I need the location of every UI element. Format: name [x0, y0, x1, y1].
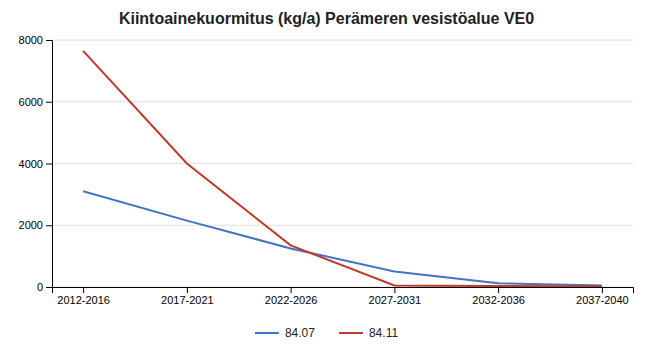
y-tick-mark [46, 287, 52, 288]
x-tick-mark [602, 287, 603, 293]
legend-swatch [255, 332, 279, 334]
x-tick-label: 2027-2031 [369, 294, 422, 306]
y-axis-line [46, 41, 53, 288]
y-tick: 0 [37, 281, 52, 293]
y-tick: 6000 [19, 96, 52, 108]
series-line [83, 51, 602, 287]
x-tick: 2012-2016 [57, 287, 110, 306]
x-tick-mark [187, 287, 188, 293]
legend-label: 84.07 [285, 326, 315, 340]
chart-svg: Kiintoainekuormitus (kg/a) Perämeren ves… [0, 0, 653, 355]
y-tick-label: 8000 [19, 34, 43, 46]
legend: 84.07 84.11 [255, 326, 398, 340]
x-tick-label: 2032-2036 [472, 294, 525, 306]
y-tick: 8000 [19, 34, 52, 46]
grid-line [52, 101, 633, 102]
series-group [83, 51, 602, 287]
y-tick-label: 6000 [19, 96, 43, 108]
y-tick: 4000 [19, 158, 52, 170]
x-axis-line [53, 288, 634, 294]
x-tick: 2022-2026 [265, 287, 318, 306]
x-tick-label: 2037-2040 [576, 294, 629, 306]
chart-title: Kiintoainekuormitus (kg/a) Perämeren ves… [119, 10, 534, 27]
x-tick: 2017-2021 [161, 287, 214, 306]
y-tick-label: 4000 [19, 158, 43, 170]
y-tick-mark [46, 225, 52, 226]
grid-line [52, 40, 633, 41]
grid-line [52, 225, 633, 226]
y-tick-mark [46, 40, 52, 41]
legend-label: 84.11 [369, 326, 398, 340]
x-tick: 2037-2040 [576, 287, 629, 306]
y-axis: 0 2000 4000 6000 8000 [19, 34, 53, 293]
x-tick-mark [83, 287, 84, 293]
x-axis: 2012-2016 2017-2021 2022-2026 2027-2031 2032… [53, 287, 634, 306]
legend-item: 84.07 [255, 326, 315, 340]
x-tick-label: 2022-2026 [265, 294, 318, 306]
y-tick-label: 2000 [19, 219, 43, 231]
plot-area: 0 2000 4000 6000 8000 2012-2016 2017-2021 2022-… [19, 34, 634, 306]
y-tick-label: 0 [37, 281, 43, 293]
x-tick: 2032-2036 [472, 287, 525, 306]
x-tick-mark [291, 287, 292, 293]
x-tick-label: 2017-2021 [161, 294, 214, 306]
y-tick-mark [46, 164, 52, 165]
grid [52, 40, 633, 287]
x-tick-mark [498, 287, 499, 293]
x-tick: 2027-2031 [369, 287, 422, 306]
legend-item: 84.11 [339, 326, 398, 340]
legend-swatch [339, 332, 363, 334]
x-tick-label: 2012-2016 [57, 294, 110, 306]
series-line [83, 191, 602, 285]
y-tick: 2000 [19, 219, 52, 231]
grid-line [52, 163, 633, 164]
y-tick-mark [46, 102, 52, 103]
chart-container: Kiintoainekuormitus (kg/a) Perämeren ves… [0, 0, 653, 355]
x-tick-mark [394, 287, 395, 293]
